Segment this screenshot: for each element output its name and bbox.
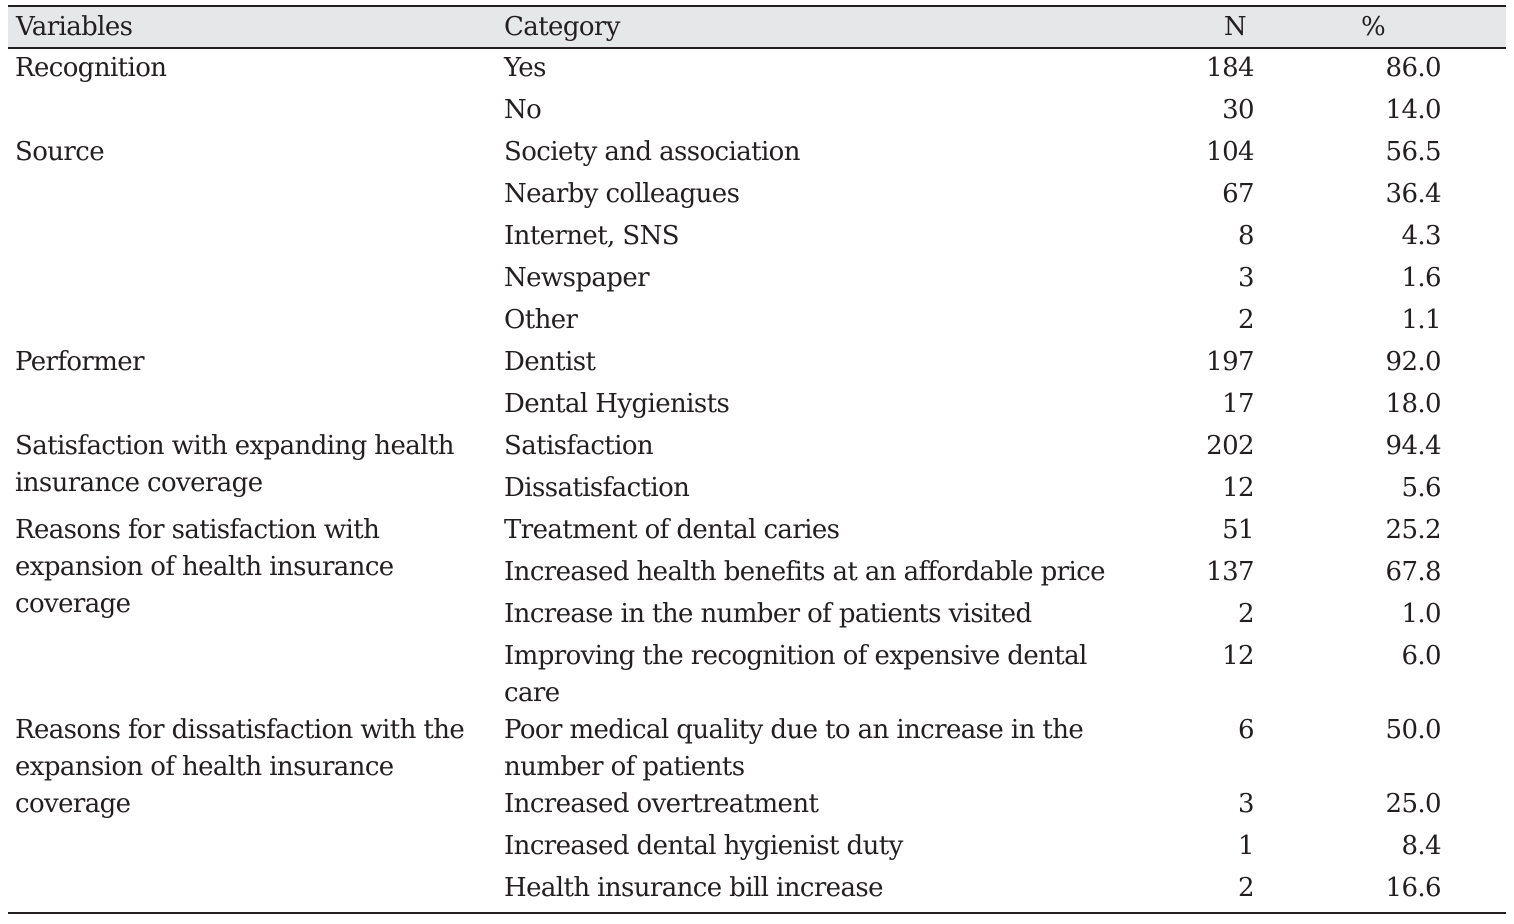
n-cell: 6 — [1238, 715, 1255, 745]
category-cell: Yes — [504, 53, 546, 83]
category-cell: Nearby colleagues — [504, 179, 740, 209]
category-cell: Increase in the number of patients visit… — [504, 599, 1032, 629]
table-row: Increase in the number of patients visit… — [8, 596, 1506, 638]
table-row: Source Society and association 104 56.5 — [8, 134, 1506, 176]
category-cell: Increased dental hygienist duty — [504, 831, 903, 861]
category-cell: No — [504, 95, 542, 125]
category-cell: Dentist — [504, 347, 596, 377]
percent-cell: 86.0 — [1385, 53, 1442, 83]
results-table: Variables Category N % Recognition Yes 1… — [8, 5, 1506, 914]
variable-cell: Recognition — [15, 53, 167, 83]
category-cell: Dissatisfaction — [504, 473, 690, 503]
table-row: Satisfaction with expanding health insur… — [8, 428, 1506, 498]
category-cell: Poor medical quality due to an increase … — [504, 715, 1084, 782]
category-cell: Increased overtreatment — [504, 789, 819, 819]
category-cell: Society and association — [504, 137, 800, 167]
percent-cell: 92.0 — [1385, 347, 1442, 377]
table-row: Newspaper 3 1.6 — [8, 260, 1506, 302]
table-body: Recognition Yes 184 86.0 No 30 14.0 Sour… — [8, 48, 1506, 913]
table-row: Performer Dentist 197 92.0 — [8, 344, 1506, 386]
variable-cell: Reasons for dissatisfaction with the exp… — [15, 715, 465, 819]
category-cell: Health insurance bill increase — [504, 873, 884, 903]
n-cell: 137 — [1206, 557, 1254, 587]
category-cell: Increased health benefits at an affordab… — [504, 557, 1106, 587]
n-cell: 8 — [1238, 221, 1255, 251]
category-cell: Internet, SNS — [504, 221, 680, 251]
variable-cell: Satisfaction with expanding health insur… — [15, 431, 454, 498]
n-cell: 12 — [1222, 473, 1254, 503]
n-cell: 2 — [1238, 305, 1255, 335]
n-cell: 2 — [1238, 873, 1255, 903]
category-cell: Improving the recognition of expensive d… — [504, 641, 1087, 708]
table-row: Reasons for satisfaction with expansion … — [8, 512, 1506, 619]
category-cell: Satisfaction — [504, 431, 654, 461]
table-row: Recognition Yes 184 86.0 — [8, 48, 1506, 92]
table-row: Reasons for dissatisfaction with the exp… — [8, 712, 1506, 819]
table-row: Dissatisfaction 12 5.6 — [8, 470, 1506, 512]
table-row: Dental Hygienists 17 18.0 — [8, 386, 1506, 428]
percent-cell: 67.8 — [1385, 557, 1442, 587]
percent-cell: 5.6 — [1401, 473, 1441, 503]
table-row: Internet, SNS 8 4.3 — [8, 218, 1506, 260]
n-cell: 51 — [1222, 515, 1254, 545]
table-row: Nearby colleagues 67 36.4 — [8, 176, 1506, 218]
header-variables: Variables — [16, 12, 133, 42]
header-percent: % — [1360, 12, 1386, 42]
table-row: No 30 14.0 — [8, 92, 1506, 134]
table-row: Other 2 1.1 — [8, 302, 1506, 344]
header-n: N — [1223, 12, 1247, 42]
percent-cell: 4.3 — [1401, 221, 1441, 251]
percent-cell: 8.4 — [1401, 831, 1441, 861]
percent-cell: 1.0 — [1401, 599, 1441, 629]
percent-cell: 6.0 — [1401, 641, 1441, 671]
percent-cell: 94.4 — [1385, 431, 1442, 461]
table-row: Increased overtreatment 3 25.0 — [8, 786, 1506, 828]
percent-cell: 36.4 — [1385, 179, 1442, 209]
n-cell: 1 — [1238, 831, 1255, 861]
n-cell: 104 — [1206, 137, 1254, 167]
header-row: Variables Category N % — [8, 6, 1506, 48]
percent-cell: 50.0 — [1385, 715, 1442, 745]
percent-cell: 18.0 — [1385, 389, 1442, 419]
percent-cell: 25.2 — [1385, 515, 1442, 545]
percent-cell: 14.0 — [1385, 95, 1442, 125]
n-cell: 17 — [1222, 389, 1254, 419]
percent-cell: 56.5 — [1385, 137, 1442, 167]
n-cell: 12 — [1222, 641, 1254, 671]
n-cell: 197 — [1206, 347, 1254, 377]
category-cell: Other — [504, 305, 578, 335]
variable-cell: Performer — [15, 347, 145, 377]
percent-cell: 1.6 — [1401, 263, 1441, 293]
table-row: Health insurance bill increase 2 16.6 — [8, 870, 1506, 913]
category-cell: Newspaper — [504, 263, 650, 293]
category-cell: Dental Hygienists — [504, 389, 730, 419]
table-row: Improving the recognition of expensive d… — [8, 638, 1506, 712]
n-cell: 184 — [1206, 53, 1254, 83]
table-row: Increased health benefits at an affordab… — [8, 554, 1506, 596]
n-cell: 3 — [1238, 263, 1255, 293]
n-cell: 202 — [1206, 431, 1254, 461]
percent-cell: 16.6 — [1385, 873, 1442, 903]
n-cell: 30 — [1222, 95, 1254, 125]
percent-cell: 25.0 — [1385, 789, 1442, 819]
n-cell: 67 — [1222, 179, 1254, 209]
percent-cell: 1.1 — [1401, 305, 1441, 335]
n-cell: 2 — [1238, 599, 1255, 629]
variable-cell: Source — [15, 137, 105, 167]
table-row: Increased dental hygienist duty 1 8.4 — [8, 828, 1506, 870]
n-cell: 3 — [1238, 789, 1255, 819]
table-header: Variables Category N % — [8, 6, 1506, 48]
category-cell: Treatment of dental caries — [504, 515, 840, 545]
header-category: Category — [504, 12, 620, 42]
variable-cell: Reasons for satisfaction with expansion … — [15, 515, 394, 619]
